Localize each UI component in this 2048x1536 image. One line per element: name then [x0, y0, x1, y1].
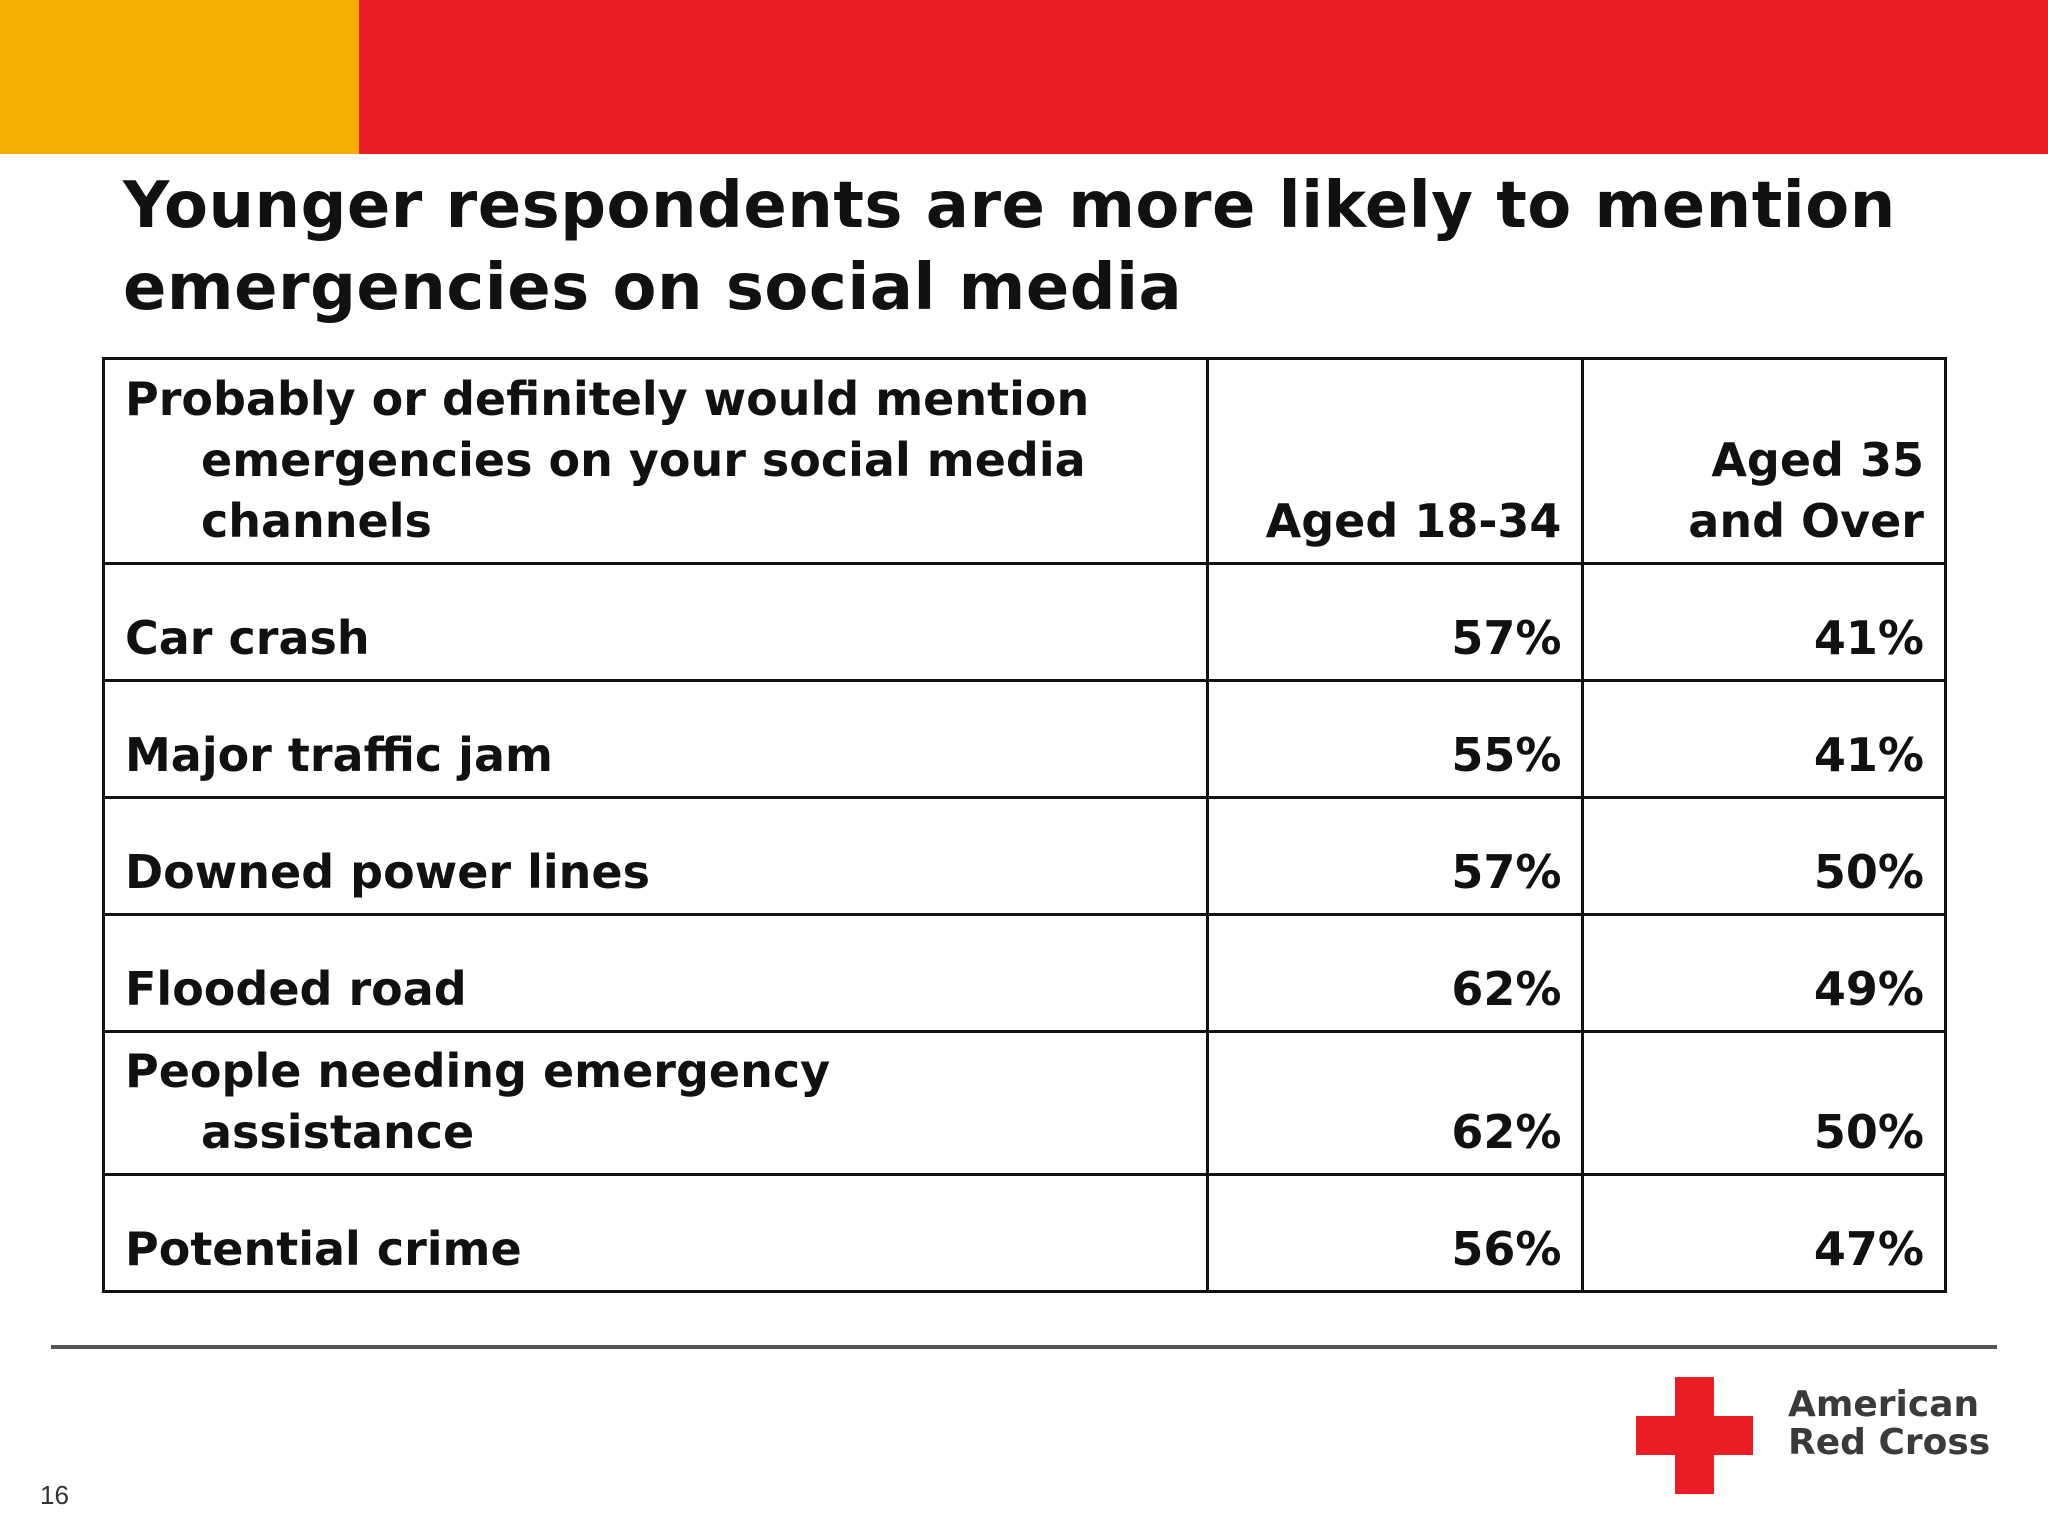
table-header-row: Probably or definitely would mention eme…: [101, 357, 1947, 565]
value-aged-35-over: 47%: [1581, 1173, 1947, 1293]
value-aged-18-34: 55%: [1206, 679, 1585, 799]
value-aged-35-over: 49%: [1581, 913, 1947, 1033]
row-label: People needing emergency assistance: [101, 1030, 1210, 1176]
value-aged-18-34: 57%: [1206, 796, 1585, 916]
header-question: Probably or definitely would mention eme…: [101, 357, 1210, 565]
table-row: Car crash 57% 41%: [101, 562, 1947, 682]
survey-table: Probably or definitely would mention eme…: [101, 357, 1947, 1293]
value-aged-35-over: 41%: [1581, 679, 1947, 799]
red-accent-block: [359, 0, 2048, 154]
header-aged-35-over: Aged 35 and Over: [1581, 357, 1947, 565]
table-row: Downed power lines 57% 50%: [101, 796, 1947, 916]
orange-accent-block: [0, 0, 359, 154]
value-aged-35-over: 41%: [1581, 562, 1947, 682]
table-row: Major traffic jam 55% 41%: [101, 679, 1947, 799]
value-aged-35-over: 50%: [1581, 1030, 1947, 1176]
row-label: Car crash: [101, 562, 1210, 682]
logo-line-1: American: [1788, 1384, 1980, 1425]
row-label: Downed power lines: [101, 796, 1210, 916]
american-red-cross-logo: American Red Cross: [1636, 1377, 2016, 1495]
value-aged-18-34: 62%: [1206, 1030, 1585, 1176]
table-row: Flooded road 62% 49%: [101, 913, 1947, 1033]
value-aged-18-34: 57%: [1206, 562, 1585, 682]
logo-wordmark: American Red Cross: [1788, 1386, 1990, 1462]
table-row: People needing emergency assistance 62% …: [101, 1030, 1947, 1176]
value-aged-18-34: 56%: [1206, 1173, 1585, 1293]
top-color-bar: [0, 0, 2048, 154]
slide-title: Younger respondents are more likely to m…: [123, 169, 1896, 325]
header-aged-18-34: Aged 18-34: [1206, 357, 1585, 565]
logo-line-2: Red Cross: [1788, 1422, 1991, 1463]
footer-divider: [51, 1345, 1997, 1349]
value-aged-35-over: 50%: [1581, 796, 1947, 916]
value-aged-18-34: 62%: [1206, 913, 1585, 1033]
row-label: Flooded road: [101, 913, 1210, 1033]
row-label: Potential crime: [101, 1173, 1210, 1293]
page-number: 16: [40, 1480, 69, 1510]
table-row: Potential crime 56% 47%: [101, 1173, 1947, 1293]
row-label: Major traffic jam: [101, 679, 1210, 799]
red-cross-icon: [1636, 1377, 1753, 1494]
